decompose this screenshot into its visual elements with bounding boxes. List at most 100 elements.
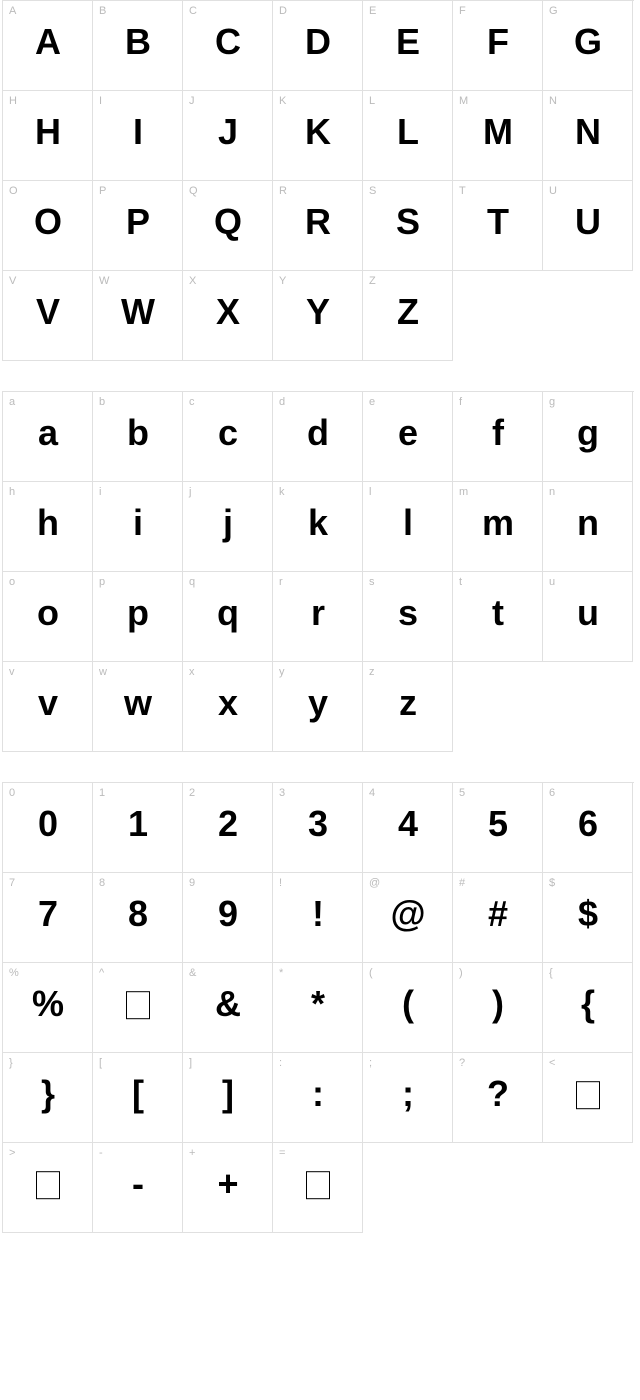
glyph-cell[interactable]: 88 [93,873,183,963]
glyph-cell[interactable]: MM [453,91,543,181]
glyph-cell[interactable]: 99 [183,873,273,963]
glyph-cell[interactable]: PP [93,181,183,271]
glyph-cell[interactable]: !! [273,873,363,963]
glyph-cell[interactable]: WW [93,271,183,361]
glyph-cell[interactable]: @@ [363,873,453,963]
glyph-cell[interactable]: FF [453,1,543,91]
glyph-cell[interactable]: SS [363,181,453,271]
glyph-cell[interactable]: LL [363,91,453,181]
glyph-cell[interactable]: }} [3,1053,93,1143]
glyph-cell[interactable]: qq [183,572,273,662]
glyph-display: ) [492,982,503,1024]
glyph-cell[interactable]: II [93,91,183,181]
glyph-cell[interactable]: QQ [183,181,273,271]
glyph-cell[interactable]: HH [3,91,93,181]
glyph-display: V [36,290,59,332]
glyph-cell[interactable]: ## [453,873,543,963]
glyph-cell[interactable]: < [543,1053,633,1143]
glyph-cell[interactable]: (( [363,963,453,1053]
glyph-display: z [399,681,416,723]
glyph-cell[interactable]: ee [363,392,453,482]
glyph-cell[interactable]: %% [3,963,93,1053]
glyph-cell[interactable]: hh [3,482,93,572]
corner-label: u [549,576,555,588]
glyph-cell[interactable]: ^ [93,963,183,1053]
glyph-cell[interactable]: ss [363,572,453,662]
glyph-section-digits_symbols: 00112233445566 778899!!@@##$$%%^&&**(()){… [0,782,640,1233]
glyph-display: : [312,1072,323,1114]
glyph-cell[interactable]: EE [363,1,453,91]
glyph-cell[interactable]: nn [543,482,633,572]
glyph-display: P [126,200,149,242]
glyph-cell[interactable]: 33 [273,783,363,873]
glyph-cell[interactable]: vv [3,662,93,752]
glyph-cell[interactable]: ff [453,392,543,482]
glyph-cell[interactable]: 11 [93,783,183,873]
glyph-cell[interactable]: DD [273,1,363,91]
glyph-cell[interactable]: AA [3,1,93,91]
glyph-cell[interactable]: -- [93,1143,183,1233]
glyph-cell[interactable]: ]] [183,1053,273,1143]
glyph-cell[interactable]: gg [543,392,633,482]
glyph-cell[interactable]: > [3,1143,93,1233]
glyph-cell[interactable]: KK [273,91,363,181]
glyph-cell[interactable]: GG [543,1,633,91]
glyph-cell[interactable]: 77 [3,873,93,963]
glyph-cell[interactable]: bb [93,392,183,482]
glyph-cell[interactable]: && [183,963,273,1053]
glyph-cell[interactable]: oo [3,572,93,662]
glyph-cell[interactable]: zz [363,662,453,752]
glyph-cell[interactable]: OO [3,181,93,271]
glyph-cell[interactable]: ?? [453,1053,543,1143]
glyph-cell[interactable]: CC [183,1,273,91]
glyph-cell[interactable]: yy [273,662,363,752]
glyph-cell[interactable]: uu [543,572,633,662]
glyph-cell[interactable]: ww [93,662,183,752]
corner-label: - [99,1147,103,1159]
glyph-cell[interactable]: ;; [363,1053,453,1143]
glyph-cell[interactable]: tt [453,572,543,662]
glyph-cell[interactable]: VV [3,271,93,361]
glyph-cell[interactable]: JJ [183,91,273,181]
glyph-cell[interactable]: XX [183,271,273,361]
glyph-display: 7 [38,892,57,934]
glyph-cell[interactable]: BB [93,1,183,91]
glyph-cell[interactable]: 22 [183,783,273,873]
glyph-cell[interactable]: ++ [183,1143,273,1233]
corner-label: @ [369,877,380,889]
corner-label: 5 [459,787,465,799]
glyph-cell[interactable]: 66 [543,783,633,873]
glyph-cell[interactable]: aa [3,392,93,482]
glyph-cell[interactable]: dd [273,392,363,482]
glyph-cell[interactable]: pp [93,572,183,662]
glyph-cell[interactable]: )) [453,963,543,1053]
glyph-cell[interactable]: $$ [543,873,633,963]
glyph-cell[interactable]: [[ [93,1053,183,1143]
corner-label: Y [279,275,286,287]
glyph-cell[interactable]: ll [363,482,453,572]
glyph-display: n [577,501,598,543]
glyph-cell[interactable]: xx [183,662,273,752]
glyph-cell[interactable]: jj [183,482,273,572]
glyph-cell[interactable]: ** [273,963,363,1053]
glyph-cell[interactable]: mm [453,482,543,572]
glyph-cell[interactable]: ii [93,482,183,572]
glyph-cell[interactable]: rr [273,572,363,662]
glyph-display: R [305,200,330,242]
glyph-cell[interactable]: kk [273,482,363,572]
glyph-cell[interactable]: {{ [543,963,633,1053]
glyph-cell[interactable]: 44 [363,783,453,873]
corner-label: ; [369,1057,372,1069]
glyph-cell[interactable]: RR [273,181,363,271]
glyph-cell[interactable]: 55 [453,783,543,873]
glyph-cell[interactable]: :: [273,1053,363,1143]
glyph-cell[interactable]: ZZ [363,271,453,361]
glyph-cell[interactable]: YY [273,271,363,361]
glyph-cell[interactable]: UU [543,181,633,271]
glyph-display: m [482,501,513,543]
glyph-cell[interactable]: = [273,1143,363,1233]
glyph-cell[interactable]: TT [453,181,543,271]
glyph-cell[interactable]: 00 [3,783,93,873]
glyph-cell[interactable]: cc [183,392,273,482]
glyph-cell[interactable]: NN [543,91,633,181]
